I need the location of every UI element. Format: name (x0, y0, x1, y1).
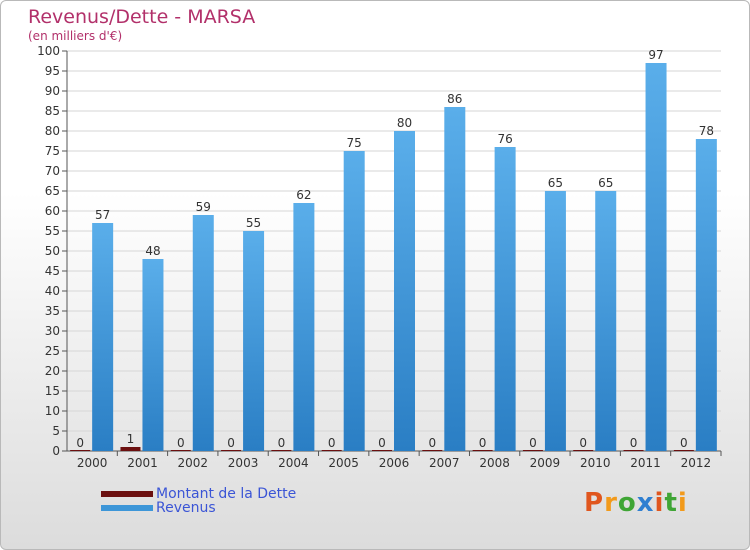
revenue-bar (494, 147, 516, 451)
debt-value-label: 0 (378, 436, 386, 450)
debt-value-label: 1 (127, 432, 135, 446)
revenue-bar (595, 191, 617, 451)
y-tick-label: 15 (45, 384, 60, 398)
debt-bar (573, 450, 594, 451)
x-tick-label: 2006 (379, 456, 410, 470)
y-tick-label: 75 (45, 144, 60, 158)
debt-bar (120, 447, 141, 451)
revenue-value-label: 86 (447, 92, 462, 106)
revenue-bar (645, 63, 667, 451)
revenue-value-label: 97 (648, 48, 663, 62)
x-tick-label: 2011 (630, 456, 661, 470)
y-tick-label: 5 (52, 424, 60, 438)
x-tick-label: 2002 (177, 456, 208, 470)
debt-value-label: 0 (177, 436, 185, 450)
revenue-bar (142, 259, 164, 451)
debt-bar (422, 450, 443, 451)
x-tick-label: 2000 (77, 456, 108, 470)
y-tick-label: 10 (45, 404, 60, 418)
revenue-bar (343, 151, 365, 451)
x-tick-label: 2007 (429, 456, 460, 470)
revenue-value-label: 55 (246, 216, 261, 230)
revenue-value-label: 48 (145, 244, 160, 258)
y-tick-label: 40 (45, 284, 60, 298)
debt-value-label: 0 (529, 436, 537, 450)
y-tick-label: 25 (45, 344, 60, 358)
y-tick-label: 35 (45, 304, 60, 318)
revenue-value-label: 59 (196, 200, 211, 214)
debt-bar (70, 450, 91, 451)
debt-value-label: 0 (579, 436, 587, 450)
debt-bar (522, 450, 543, 451)
revenue-bar (192, 215, 214, 451)
debt-bar (321, 450, 342, 451)
y-tick-label: 30 (45, 324, 60, 338)
x-tick-label: 2009 (530, 456, 561, 470)
legend-label-debt: Montant de la Dette (156, 486, 297, 502)
legend-item-debt: Montant de la Dette (101, 486, 296, 502)
y-tick-label: 55 (45, 224, 60, 238)
legend-swatch-debt (101, 491, 153, 497)
legend-label-revenus: Revenus (156, 500, 216, 516)
y-tick-label: 45 (45, 264, 60, 278)
y-tick-label: 70 (45, 164, 60, 178)
y-tick-label: 0 (52, 444, 60, 458)
debt-value-label: 0 (278, 436, 286, 450)
debt-value-label: 0 (76, 436, 84, 450)
y-tick-label: 80 (45, 124, 60, 138)
revenue-value-label: 75 (347, 136, 362, 150)
revenue-bar (394, 131, 415, 451)
y-tick-label: 65 (45, 184, 60, 198)
x-tick-label: 2010 (580, 456, 611, 470)
debt-bar (271, 450, 292, 451)
revenue-value-label: 65 (598, 176, 613, 190)
revenue-value-label: 80 (397, 116, 412, 130)
y-tick-label: 20 (45, 364, 60, 378)
debt-value-label: 0 (428, 436, 436, 450)
debt-value-label: 0 (680, 436, 688, 450)
revenue-value-label: 57 (95, 208, 110, 222)
y-tick-label: 95 (45, 64, 60, 78)
debt-bar (623, 450, 644, 451)
chart-subtitle: (en milliers d'€) (28, 29, 123, 43)
revenue-value-label: 76 (497, 132, 512, 146)
x-tick-label: 2004 (278, 456, 309, 470)
revenue-bar (92, 223, 114, 451)
debt-value-label: 0 (328, 436, 336, 450)
y-tick-label: 85 (45, 104, 60, 118)
y-tick-label: 100 (37, 44, 60, 58)
revenue-value-label: 62 (296, 188, 311, 202)
revenue-bar (695, 139, 717, 451)
revenue-bar (243, 231, 265, 451)
revenue-bar (293, 203, 315, 451)
x-tick-label: 2001 (127, 456, 158, 470)
debt-bar (170, 450, 191, 451)
revenue-bar (444, 107, 466, 451)
debt-value-label: 0 (227, 436, 235, 450)
legend-item-revenus: Revenus (101, 500, 216, 516)
debt-value-label: 0 (479, 436, 487, 450)
x-tick-label: 2012 (681, 456, 712, 470)
debt-bar (372, 450, 392, 451)
chart-title: Revenus/Dette - MARSA (28, 6, 256, 28)
x-tick-label: 2008 (479, 456, 510, 470)
debt-bar (221, 450, 242, 451)
x-tick-label: 2005 (328, 456, 359, 470)
y-tick-label: 60 (45, 204, 60, 218)
revenue-value-label: 65 (548, 176, 563, 190)
revenue-value-label: 78 (699, 124, 714, 138)
debt-bar (673, 450, 694, 451)
debt-bar (472, 450, 493, 451)
legend-swatch-revenus (101, 505, 153, 511)
y-tick-label: 90 (45, 84, 60, 98)
chart-plot: 0510152025303540455055606570758085909510… (37, 44, 722, 470)
y-tick-label: 50 (45, 244, 60, 258)
debt-value-label: 0 (630, 436, 638, 450)
revenue-bar (544, 191, 566, 451)
proxiti-logo: Proxiti (584, 488, 688, 518)
x-tick-label: 2003 (228, 456, 259, 470)
